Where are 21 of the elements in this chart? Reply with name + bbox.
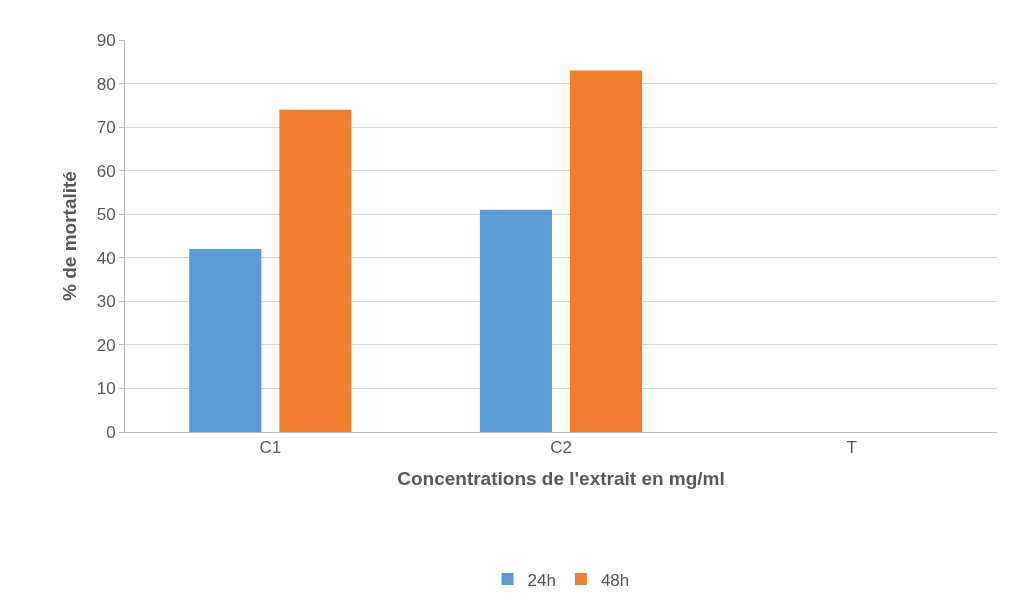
x-tick-label: T (846, 438, 857, 458)
bar (570, 70, 643, 432)
y-tick-label: 90 (96, 30, 116, 50)
x-tick-label: C1 (259, 438, 282, 458)
y-tick-label: 60 (96, 161, 116, 181)
y-tick-label: 40 (96, 248, 116, 268)
y-axis-title: % de mortalité (58, 171, 80, 301)
y-tick-label: 70 (96, 118, 116, 138)
y-tick-label: 10 (96, 379, 116, 399)
y-tick-label: 30 (96, 292, 116, 312)
x-axis-title: Concentrations de l'extrait en mg/ml (397, 468, 725, 490)
bar (189, 249, 262, 432)
bar (279, 109, 352, 432)
bar (479, 209, 552, 432)
y-tick-label: 50 (96, 205, 116, 225)
y-tick-label: 80 (96, 74, 116, 94)
legend-label: 24h (527, 570, 556, 590)
legend-label: 48h (600, 570, 630, 590)
y-tick-label: 20 (96, 335, 116, 355)
y-tick-label: 0 (106, 422, 116, 442)
x-tick-label: C2 (550, 438, 572, 458)
